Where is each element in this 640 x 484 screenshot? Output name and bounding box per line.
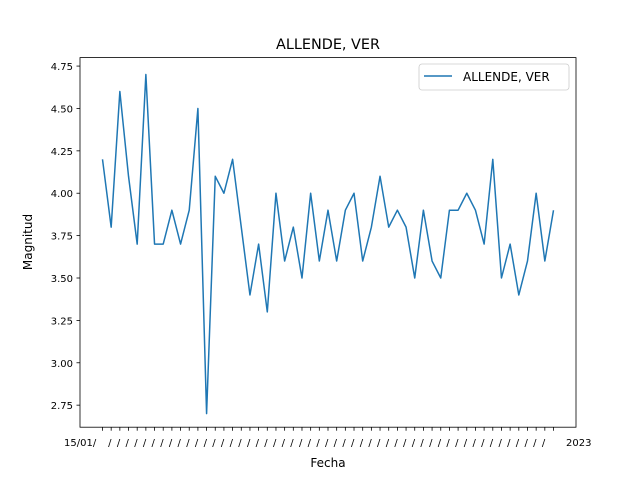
x-tick-label: / bbox=[490, 438, 494, 449]
x-tick-label: / bbox=[299, 438, 303, 449]
chart-title: ALLENDE, VER bbox=[276, 37, 380, 53]
x-tick-label: / bbox=[308, 438, 312, 449]
x-tick-label: / bbox=[464, 438, 468, 449]
x-tick-label: / bbox=[134, 438, 138, 449]
x-tick-label: / bbox=[342, 438, 346, 449]
x-tick-label: / bbox=[178, 438, 182, 449]
x-tick-label: / bbox=[446, 438, 450, 449]
x-tick-label-start: 15/01/ bbox=[64, 438, 97, 449]
x-tick-label: / bbox=[360, 438, 364, 449]
x-tick-label: / bbox=[143, 438, 147, 449]
x-tick-label: / bbox=[498, 438, 502, 449]
x-tick-label: / bbox=[204, 438, 208, 449]
y-tick-label: 4.50 bbox=[51, 104, 73, 115]
x-tick-label: / bbox=[542, 438, 546, 449]
x-axis-ticks: 15/01/ / / / / / / / / / / / / / / / / / / / / / / / / / / / / / / / / / /… bbox=[64, 427, 591, 449]
x-tick-label: / bbox=[533, 438, 537, 449]
y-tick-label: 3.25 bbox=[51, 316, 73, 327]
x-tick-label: / bbox=[282, 438, 286, 449]
x-tick-label: / bbox=[247, 438, 251, 449]
x-tick-label: / bbox=[117, 438, 121, 449]
x-tick-label: / bbox=[429, 438, 433, 449]
y-axis-ticks: 2.75 3.00 3.25 3.50 3.75 4.00 4.25 4.50 4.75 bbox=[51, 62, 80, 412]
legend-label: ALLENDE, VER bbox=[463, 70, 550, 84]
x-tick-label: / bbox=[238, 438, 242, 449]
x-tick-label: / bbox=[221, 438, 225, 449]
y-tick-label: 3.50 bbox=[51, 274, 73, 285]
x-tick-label: / bbox=[186, 438, 190, 449]
x-tick-label: / bbox=[412, 438, 416, 449]
x-axis-label: Fecha bbox=[310, 456, 345, 470]
legend: ALLENDE, VER bbox=[418, 63, 570, 91]
x-tick-label: / bbox=[394, 438, 398, 449]
x-tick-label: / bbox=[316, 438, 320, 449]
x-tick-label: / bbox=[481, 438, 485, 449]
x-tick-label: / bbox=[169, 438, 173, 449]
x-tick-label: / bbox=[212, 438, 216, 449]
x-tick-label: / bbox=[290, 438, 294, 449]
x-tick-label: / bbox=[160, 438, 164, 449]
x-tick-label: / bbox=[334, 438, 338, 449]
plot-frame bbox=[79, 57, 577, 428]
x-tick-label: / bbox=[351, 438, 355, 449]
y-tick-label: 4.25 bbox=[51, 147, 73, 158]
legend-frame bbox=[418, 63, 570, 91]
x-tick-label: / bbox=[368, 438, 372, 449]
x-tick-label: / bbox=[472, 438, 476, 449]
x-tick-label: / bbox=[256, 438, 260, 449]
x-tick-label: / bbox=[455, 438, 459, 449]
y-tick-label: 3.75 bbox=[51, 232, 73, 243]
x-tick-label: / bbox=[273, 438, 277, 449]
x-tick-label: / bbox=[386, 438, 390, 449]
y-tick-label: 4.75 bbox=[51, 62, 73, 73]
x-tick-label-end: 2023 bbox=[566, 438, 591, 449]
x-tick-label: / bbox=[264, 438, 268, 449]
x-tick-label: / bbox=[325, 438, 329, 449]
y-tick-label: 4.00 bbox=[51, 189, 73, 200]
x-tick-label: / bbox=[377, 438, 381, 449]
y-tick-label: 3.00 bbox=[51, 359, 73, 370]
x-tick-label: / bbox=[438, 438, 442, 449]
x-tick-label: / bbox=[108, 438, 112, 449]
x-tick-label: / bbox=[195, 438, 199, 449]
x-tick-label: / bbox=[230, 438, 234, 449]
x-tick-label: / bbox=[152, 438, 156, 449]
y-axis-label: Magnitud bbox=[21, 214, 35, 270]
x-tick-label: / bbox=[507, 438, 511, 449]
x-tick-label: / bbox=[516, 438, 520, 449]
x-tick-label: / bbox=[126, 438, 130, 449]
x-tick-label: / bbox=[403, 438, 407, 449]
x-tick-label: / bbox=[524, 438, 528, 449]
series-line bbox=[101, 73, 555, 415]
y-tick-label: 2.75 bbox=[51, 401, 73, 412]
x-tick-label: / bbox=[420, 438, 424, 449]
